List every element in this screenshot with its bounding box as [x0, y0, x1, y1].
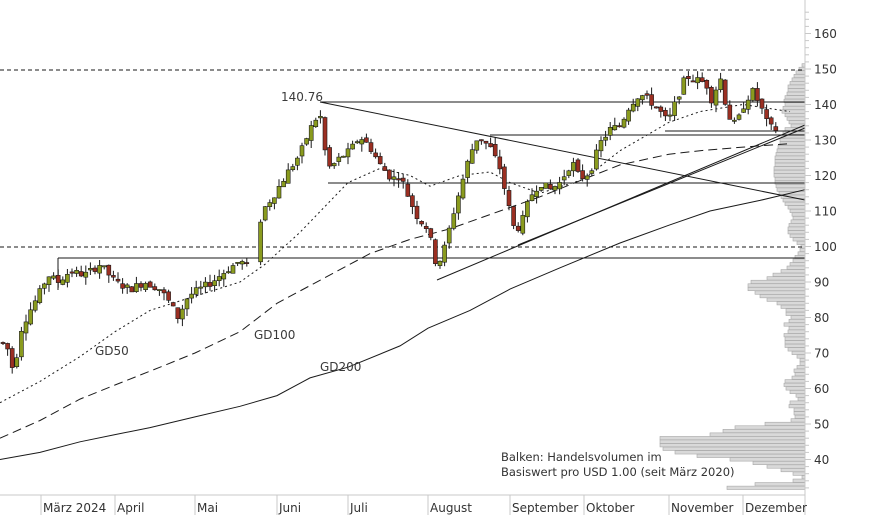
- trendlines: [319, 101, 806, 281]
- x-month-label: Juli: [349, 501, 368, 515]
- gd200-label: GD200: [320, 360, 361, 374]
- x-month-label: Mai: [197, 501, 218, 515]
- y-tick-label: 150: [814, 63, 837, 77]
- y-tick-label: 140: [814, 98, 837, 112]
- x-month-label: März 2024: [43, 501, 106, 515]
- y-tick-label: 90: [814, 276, 829, 290]
- gd100-label: GD100: [254, 328, 295, 342]
- x-month-label: August: [430, 501, 472, 515]
- moving-average-lines: [0, 103, 806, 460]
- axes: [0, 0, 811, 515]
- y-tick-label: 160: [814, 27, 837, 41]
- volume-note: Balken: Handelsvolumen im Basiswert pro …: [501, 450, 735, 480]
- x-month-label: Juni: [278, 501, 301, 515]
- y-tick-label: 120: [814, 169, 837, 183]
- peak-price-label: 140.76: [281, 90, 323, 104]
- candlesticks: [0, 71, 779, 374]
- volume-profile-bars: [659, 63, 806, 490]
- x-month-label: September: [512, 501, 578, 515]
- y-tick-label: 40: [814, 453, 829, 467]
- y-tick-label: 80: [814, 311, 829, 325]
- y-tick-label: 130: [814, 134, 837, 148]
- x-month-label: April: [117, 501, 144, 515]
- y-tick-label: 50: [814, 418, 829, 432]
- x-axis-month-labels: März 2024 April Mai Juni Juli August September…: [43, 501, 807, 515]
- gd50-label: GD50: [95, 344, 129, 358]
- y-tick-label: 70: [814, 347, 829, 361]
- x-month-label: November: [671, 501, 733, 515]
- y-tick-label: 110: [814, 205, 837, 219]
- volume-note-line2: Basiswert pro USD 1.00 (seit März 2020): [501, 465, 735, 479]
- x-month-label: Dezember: [745, 501, 807, 515]
- y-axis-labels: 160 150 140 130 120 110 100 90 80 70 60 50 40: [814, 27, 837, 467]
- volume-note-line1: Balken: Handelsvolumen im: [501, 450, 662, 464]
- x-month-label: Oktober: [586, 501, 634, 515]
- y-tick-label: 60: [814, 382, 829, 396]
- y-tick-label: 100: [814, 240, 837, 254]
